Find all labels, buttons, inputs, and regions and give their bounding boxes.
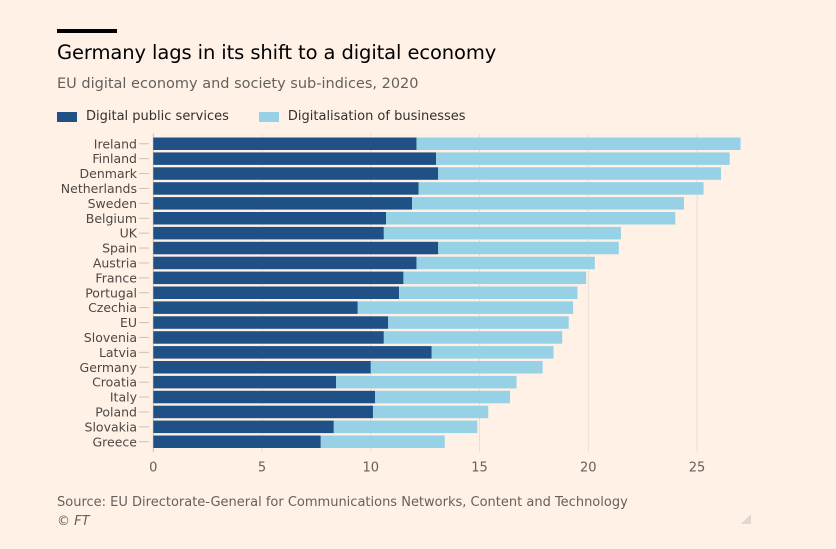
y-tick-label: EU xyxy=(120,315,137,330)
bar-digitalisation-of-businesses xyxy=(438,241,619,255)
bar-digital-public-services xyxy=(153,137,417,150)
y-tick-label: Belgium xyxy=(86,211,137,226)
chart-title: Germany lags in its shift to a digital e… xyxy=(57,41,497,64)
bar-digital-public-services xyxy=(153,286,400,299)
bar-digitalisation-of-businesses xyxy=(375,390,510,404)
legend-item-digitalisation-of-businesses: Digitalisation of businesses xyxy=(258,109,466,124)
bar-digital-public-services xyxy=(153,167,439,180)
bar-digital-public-services xyxy=(153,331,384,344)
y-tick-label: Germany xyxy=(80,360,138,375)
y-tick-label: Croatia xyxy=(92,375,137,390)
y-tick-label: Ireland xyxy=(94,136,137,151)
y-tick-label: Czechia xyxy=(88,300,137,315)
bar-digitalisation-of-businesses xyxy=(320,435,445,448)
bar-digital-public-services xyxy=(153,226,384,240)
bar-digital-public-services xyxy=(153,435,321,448)
bar-digitalisation-of-businesses xyxy=(412,197,684,210)
bar-digital-public-services xyxy=(153,256,417,270)
y-tick-label: Latvia xyxy=(99,345,137,360)
legend-item-digital-public-services: Digital public services xyxy=(57,109,229,124)
bar-digitalisation-of-businesses xyxy=(416,256,595,270)
bar-digital-public-services xyxy=(153,212,387,225)
legend-swatch xyxy=(258,111,279,122)
bar-digitalisation-of-businesses xyxy=(431,346,554,359)
bar-digital-public-services xyxy=(153,271,404,285)
y-tick-label: Greece xyxy=(93,434,138,449)
bar-digitalisation-of-businesses xyxy=(386,212,676,225)
bar-digitalisation-of-businesses xyxy=(399,286,578,299)
bar-digitalisation-of-businesses xyxy=(418,182,704,195)
y-tick-label: Poland xyxy=(95,404,137,419)
bar-digital-public-services xyxy=(153,316,389,329)
bar-digitalisation-of-businesses xyxy=(383,226,621,240)
chart-subtitle: EU digital economy and society sub-indic… xyxy=(57,76,419,92)
x-tick-label: 0 xyxy=(149,460,157,475)
y-tick-label: Sweden xyxy=(88,196,137,211)
y-tick-label: Finland xyxy=(92,151,137,166)
bar-digital-public-services xyxy=(153,375,336,389)
bar-digital-public-services xyxy=(153,390,376,404)
bar-digital-public-services xyxy=(153,197,413,210)
bar-digitalisation-of-businesses xyxy=(372,405,489,419)
resize-handle-icon xyxy=(741,514,751,524)
x-tick-label: 10 xyxy=(363,460,380,475)
bar-digital-public-services xyxy=(153,152,437,165)
bar-digitalisation-of-businesses xyxy=(403,271,587,285)
bar-digitalisation-of-businesses xyxy=(370,361,543,374)
legend: Digital public services Digitalisation o… xyxy=(57,109,496,124)
bar-digitalisation-of-businesses xyxy=(336,375,517,389)
bar-digital-public-services xyxy=(153,241,439,255)
bar-digital-public-services xyxy=(153,182,419,195)
header-accent-bar xyxy=(57,29,117,33)
bar-digitalisation-of-businesses xyxy=(383,331,563,344)
x-tick-label: 25 xyxy=(689,460,706,475)
bar-digital-public-services xyxy=(153,420,334,434)
y-tick-label: Netherlands xyxy=(61,181,137,196)
legend-label: Digital public services xyxy=(86,109,229,124)
y-tick-label: Slovenia xyxy=(84,330,137,345)
y-tick-label: Italy xyxy=(110,390,138,405)
y-tick-label: Denmark xyxy=(80,166,138,181)
legend-label: Digitalisation of businesses xyxy=(287,109,466,124)
bar-digital-public-services xyxy=(153,405,373,419)
bar-digitalisation-of-businesses xyxy=(333,420,478,434)
bar-digitalisation-of-businesses xyxy=(357,301,574,314)
y-tick-label: France xyxy=(95,270,137,285)
bar-digital-public-services xyxy=(153,301,358,314)
bar-digitalisation-of-businesses xyxy=(388,316,569,329)
bar-digitalisation-of-businesses xyxy=(436,152,730,165)
y-tick-label: Spain xyxy=(102,241,137,256)
copyright: © FT xyxy=(57,514,90,529)
legend-swatch xyxy=(57,111,77,122)
source-note: Source: EU Directorate-General for Commu… xyxy=(57,495,628,510)
x-tick-label: 15 xyxy=(471,460,488,475)
y-tick-label: Portugal xyxy=(85,285,137,300)
bar-digitalisation-of-businesses xyxy=(416,137,741,150)
y-tick-label: Slovakia xyxy=(85,419,137,434)
y-tick-label: UK xyxy=(120,226,138,241)
bar-digital-public-services xyxy=(153,361,371,374)
bar-digital-public-services xyxy=(153,346,432,359)
x-tick-label: 20 xyxy=(580,460,597,475)
x-tick-label: 5 xyxy=(258,460,266,475)
bar-digitalisation-of-businesses xyxy=(438,167,721,180)
y-tick-label: Austria xyxy=(93,255,137,270)
